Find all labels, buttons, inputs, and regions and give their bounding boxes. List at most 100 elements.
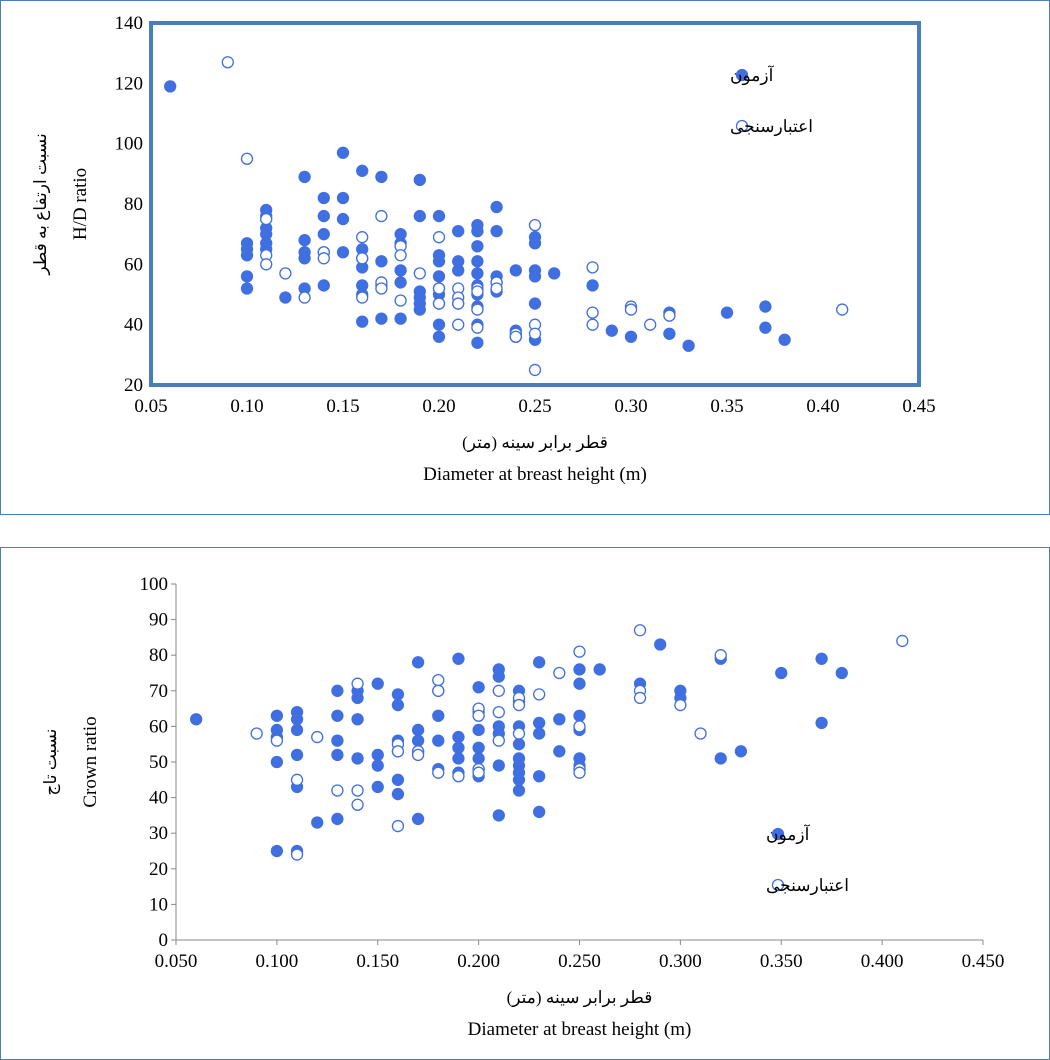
test-data-point: [371, 677, 384, 690]
test-data-point: [336, 191, 350, 205]
test-data-point: [452, 752, 465, 765]
test-data-point: [432, 255, 446, 268]
legend-marker-validation: [735, 119, 749, 133]
test-data-point: [411, 723, 425, 737]
validation-data-point: [509, 330, 522, 343]
test-data-point: [472, 723, 485, 737]
validation-data-point: [492, 734, 505, 747]
test-data-point: [279, 291, 292, 304]
y-tick-label: 70: [149, 681, 168, 702]
validation-data-point: [644, 318, 657, 331]
validation-data-point: [624, 303, 638, 316]
test-data-point: [533, 716, 546, 729]
x-tick-label: 0.300: [659, 951, 702, 972]
test-data-point: [371, 780, 384, 794]
test-data-point: [375, 312, 388, 325]
legend-marker-test: [771, 827, 785, 841]
test-data-point: [290, 713, 304, 726]
test-data-point: [682, 339, 695, 352]
test-data-point: [432, 709, 445, 722]
chart-panel-hd-ratio: 0.05 0.10 0.15 0.20 0.25 0.30 0.35 0.40 0.45 20 40…: [0, 0, 1050, 515]
test-data-point: [336, 212, 350, 226]
validation-data-point: [472, 709, 485, 722]
test-data-point: [720, 306, 734, 319]
test-data-point: [317, 228, 330, 241]
validation-data-point: [394, 249, 407, 262]
legend-marker-validation: [771, 878, 785, 892]
test-data-point: [573, 709, 586, 722]
crown-ratio-scatter-chart: 0.050 0.100 0.150 0.200 0.250 0.300 0.350 0.400…: [41, 574, 1005, 1040]
validation-data-point: [633, 624, 647, 637]
y-tick-label: 10: [149, 894, 168, 915]
x-tick-label: 0.150: [356, 951, 399, 972]
test-data-point: [298, 234, 311, 247]
y-tick-label: 20: [124, 375, 143, 396]
x-tick-label: 0.35: [710, 396, 743, 417]
y-tick-label: 80: [149, 645, 168, 666]
test-data-point: [331, 709, 344, 722]
x-axis-title: Diameter at breast height (m): [423, 464, 647, 485]
test-data-point: [734, 745, 748, 758]
test-data-point: [432, 734, 445, 747]
validation-data-point: [573, 766, 586, 779]
test-data-point: [492, 759, 505, 772]
y-tick-label: 120: [115, 73, 144, 94]
test-data-point: [452, 224, 465, 238]
x-tick-label: 0.450: [962, 951, 1005, 972]
y-tick-label: 60: [124, 254, 143, 275]
test-data-point: [317, 191, 330, 205]
validation-data-point: [311, 730, 324, 744]
test-data-point: [533, 656, 546, 669]
validation-data-point: [290, 848, 304, 861]
test-data-point: [472, 681, 485, 694]
x-tick-label: 0.15: [326, 396, 359, 417]
y-tick-label: 30: [149, 823, 168, 844]
test-data-point: [533, 770, 546, 783]
test-data-point: [815, 716, 828, 729]
test-data-point: [190, 713, 203, 726]
validation-data-point: [714, 649, 727, 662]
test-data-point: [356, 164, 369, 177]
validation-data-point: [391, 745, 405, 758]
validation-data-point: [512, 698, 526, 712]
validation-data-point: [573, 720, 586, 733]
y-axis-title: H/D ratio: [70, 168, 91, 240]
validation-data-point: [356, 252, 369, 265]
validation-data-point: [432, 766, 445, 779]
validation-data-point: [432, 684, 445, 697]
test-data-point: [290, 748, 304, 762]
validation-data-point: [452, 297, 465, 310]
validation-data-point: [836, 303, 849, 316]
validation-data-point: [394, 294, 407, 307]
validation-data-point: [317, 252, 330, 265]
test-data-point: [432, 318, 446, 331]
validation-data-point: [573, 645, 586, 658]
x-tick-label: 0.40: [806, 396, 839, 417]
test-data-point: [528, 297, 542, 310]
test-data-point: [663, 327, 676, 340]
test-data-point: [509, 264, 522, 277]
test-data-point: [394, 264, 407, 277]
x-axis-title: Diameter at breast height (m): [468, 1019, 692, 1040]
test-data-point: [240, 270, 254, 283]
test-data-point: [270, 709, 284, 722]
test-data-point: [624, 330, 638, 343]
test-data-point: [351, 691, 364, 705]
y-tick-label: 50: [149, 752, 168, 773]
x-tick-label: 0.25: [518, 396, 551, 417]
test-data-point: [586, 279, 599, 292]
test-data-point: [452, 264, 465, 277]
y-tick-label: 40: [124, 315, 143, 336]
y-tick-label: 90: [149, 610, 168, 631]
test-data-point: [472, 741, 485, 754]
test-data-point: [391, 773, 405, 786]
test-data-point: [528, 270, 542, 283]
validation-data-point: [331, 784, 344, 797]
validation-data-point: [512, 727, 526, 740]
validation-data-point: [432, 297, 446, 310]
test-data-point: [317, 209, 330, 223]
validation-data-point: [298, 291, 311, 304]
test-data-point: [573, 663, 586, 676]
x-tick-label: 0.200: [457, 951, 500, 972]
validation-data-point: [221, 56, 234, 69]
